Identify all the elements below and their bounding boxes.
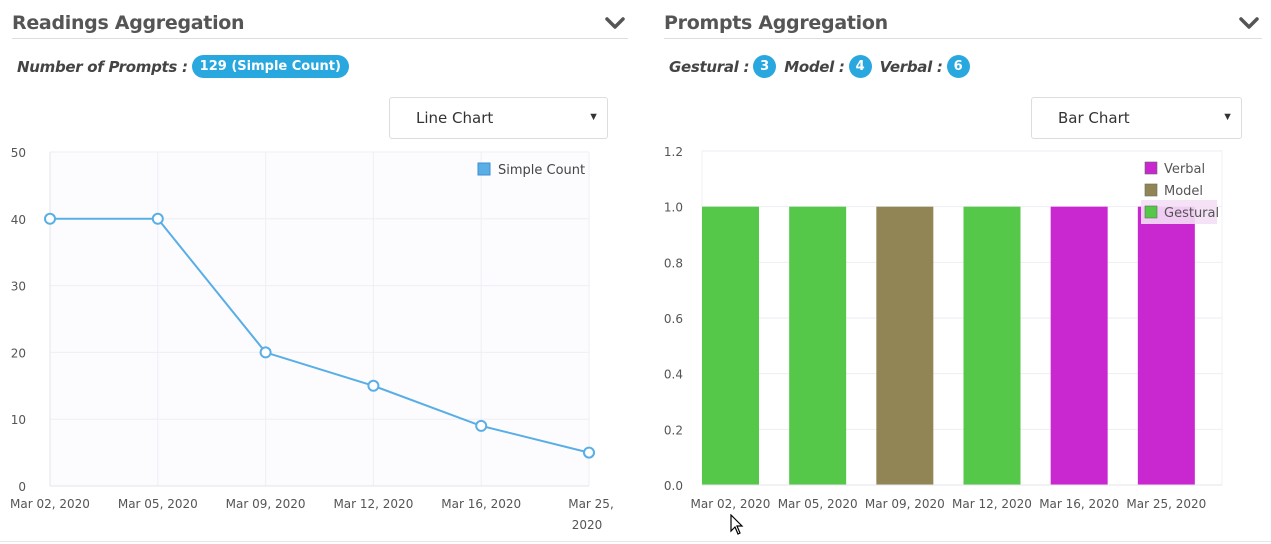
data-point	[44, 212, 56, 225]
y-tick-label: 10	[11, 413, 26, 427]
legend-label: Simple Count	[498, 163, 585, 178]
prompts-title: Prompts Aggregation	[664, 12, 888, 34]
chevron-down-icon[interactable]	[604, 14, 626, 32]
chevron-down-icon[interactable]	[1238, 14, 1260, 32]
model-count-badge: 4	[848, 55, 872, 78]
x-tick-label: Mar 02, 2020	[10, 497, 90, 511]
selected-chart-type: Bar Chart	[1058, 109, 1130, 127]
dropdown-caret-icon: ▼	[588, 111, 599, 123]
readings-aggregation-panel: Readings Aggregation Number of Prompts :…	[10, 0, 628, 544]
mouse-cursor-icon	[730, 514, 744, 535]
prompts-header: Prompts Aggregation	[664, 10, 1262, 39]
legend-swatch	[477, 162, 491, 176]
gestural-count-badge: 3	[753, 55, 777, 78]
bar-verbal	[1050, 206, 1108, 485]
x-tick-label: Mar 16, 2020	[441, 497, 521, 511]
prompts-count-badge: 129 (Simple Count)	[191, 55, 349, 78]
x-tick-label: Mar 09, 2020	[226, 497, 306, 511]
x-tick-label: Mar 09, 2020	[865, 497, 945, 511]
series-line	[50, 217, 590, 454]
chart-legend: Verbal Model Gestural	[1141, 161, 1219, 224]
bar-gestural	[702, 206, 759, 485]
verbal-label: Verbal :	[879, 57, 943, 76]
x-tick-label: Mar 25, 2020	[1126, 497, 1206, 511]
x-tick-label: Mar 05, 2020	[118, 497, 198, 511]
bottom-divider	[0, 541, 1271, 542]
chart-legend: Simple Count	[477, 162, 585, 178]
y-tick-label: 50	[11, 146, 26, 160]
gestural-label: Gestural :	[669, 57, 750, 76]
prompt-type-summary: Gestural : 3 Model : 4 Verbal : 6	[669, 55, 970, 78]
y-tick-label: 0.8	[664, 256, 683, 270]
data-point	[151, 212, 164, 225]
legend-swatch	[1144, 205, 1158, 219]
bar-verbal	[1137, 206, 1195, 485]
prompts-aggregation-panel: Prompts Aggregation Gestural : 3 Model :…	[664, 0, 1262, 544]
bar-chart: 0.0 0.2 0.4 0.6 0.8 1.0 1.2 Mar 02, 2020 Mar 05,…	[664, 145, 1223, 511]
readings-header: Readings Aggregation	[12, 10, 628, 39]
readings-chart-type-select[interactable]: Line Chart ▼	[389, 97, 608, 139]
model-label: Model :	[784, 57, 845, 76]
bar-gestural	[789, 206, 847, 485]
legend-swatch	[1144, 161, 1158, 175]
y-tick-label: 1.0	[664, 201, 683, 215]
y-tick-label: 0.4	[664, 368, 683, 382]
x-tick-label: Mar 16, 2020	[1039, 497, 1119, 511]
y-tick-label: 40	[11, 213, 26, 227]
y-tick-label: 20	[11, 346, 26, 360]
selected-chart-type: Line Chart	[416, 109, 494, 127]
bar-model	[876, 206, 934, 485]
y-tick-label: 0	[18, 480, 26, 494]
legend-label: Gestural	[1164, 206, 1219, 221]
legend-label: Model	[1164, 184, 1203, 199]
readings-title: Readings Aggregation	[12, 12, 245, 34]
bar-gestural	[963, 206, 1021, 485]
x-tick-label: Mar 12, 2020	[333, 497, 413, 511]
y-tick-label: 0.2	[664, 423, 683, 437]
x-tick-label: 2020	[572, 518, 603, 532]
line-chart: 0 10 20 30 40 50 Mar 02, 2020 Mar 05, 2020 Mar 0…	[10, 146, 614, 532]
y-tick-label: 0.6	[664, 312, 683, 326]
data-point	[367, 379, 380, 392]
legend-swatch	[1144, 183, 1158, 197]
number-of-prompts-label: Number of Prompts :	[17, 57, 188, 76]
data-point	[259, 346, 272, 359]
prompts-summary: Number of Prompts : 129 (Simple Count)	[17, 55, 349, 78]
x-tick-label: Mar 12, 2020	[952, 497, 1032, 511]
x-tick-label: Mar 05, 2020	[778, 497, 858, 511]
x-tick-label: Mar 25,	[568, 497, 614, 511]
x-tick-label: Mar 02, 2020	[691, 497, 771, 511]
legend-label: Verbal	[1164, 162, 1205, 177]
y-tick-label: 30	[11, 280, 26, 294]
data-point	[475, 419, 488, 432]
prompts-chart-type-select[interactable]: Bar Chart ▼	[1031, 97, 1242, 139]
data-point	[583, 446, 595, 459]
y-tick-label: 1.2	[664, 145, 683, 159]
y-tick-label: 0.0	[664, 479, 683, 493]
dropdown-caret-icon: ▼	[1222, 111, 1233, 123]
verbal-count-badge: 6	[946, 55, 970, 78]
